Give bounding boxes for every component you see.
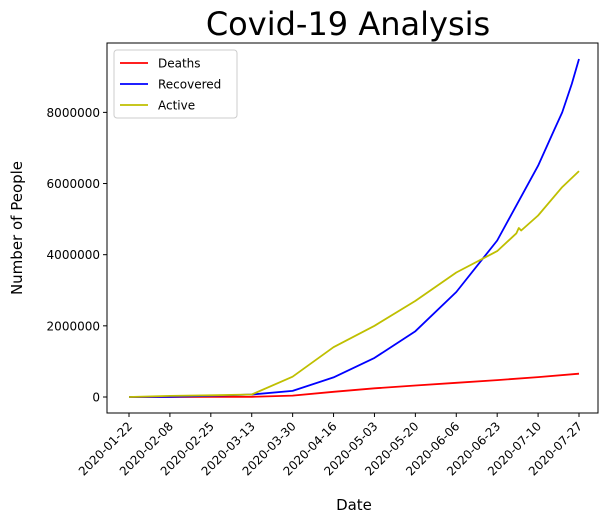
x-axis: 2020-01-222020-02-082020-02-252020-03-13…: [76, 413, 585, 478]
y-tick-label: 4000000: [47, 248, 100, 262]
x-axis-label: Date: [336, 496, 372, 514]
y-axis-label: Number of People: [8, 161, 26, 295]
y-tick-label: 6000000: [47, 177, 100, 191]
chart-title: Covid-19 Analysis: [206, 5, 490, 43]
legend-box: [113, 49, 238, 119]
y-tick-label: 8000000: [47, 106, 100, 120]
plot-area: [128, 58, 580, 398]
legend: Deaths Recovered Active: [113, 49, 238, 119]
y-tick-label: 2000000: [47, 319, 100, 333]
legend-label-deaths: Deaths: [158, 57, 201, 71]
legend-label-recovered: Recovered: [158, 78, 221, 92]
series-line-deaths: [129, 372, 580, 398]
series-line-active: [128, 170, 580, 398]
legend-label-active: Active: [158, 99, 195, 113]
y-axis: 0 2000000 4000000 6000000 8000000: [47, 106, 107, 404]
axes-frame: [106, 42, 599, 414]
y-tick-label: 0: [92, 390, 100, 404]
